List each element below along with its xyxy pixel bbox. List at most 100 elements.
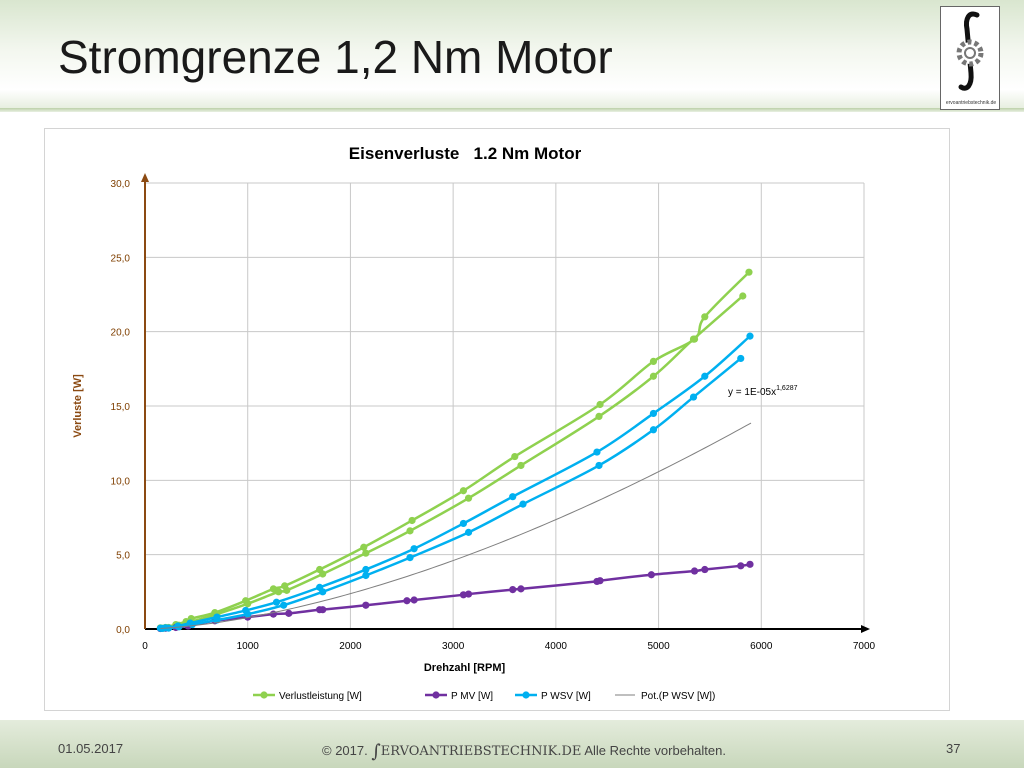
integral-gear-icon — [956, 11, 984, 91]
series-5 — [160, 422, 752, 629]
legend-marker — [522, 691, 530, 699]
data-point — [410, 545, 418, 553]
legend-item: P WSV [W] — [515, 691, 591, 702]
loss-chart: Eisenverluste 1.2 Nm Motor 0 1000 2000 3000 4… — [72, 144, 876, 702]
data-point — [362, 571, 370, 580]
series-line — [162, 357, 742, 630]
series-2 — [156, 560, 754, 633]
x-axis-label: Drehzahl [RPM] — [424, 662, 506, 674]
header-divider — [0, 108, 1024, 112]
data-point — [319, 606, 327, 614]
company-logo: ervoantriebstechnik.de — [940, 6, 1000, 110]
data-point — [649, 372, 658, 380]
data-point — [689, 393, 698, 401]
data-point — [595, 461, 603, 470]
trendline-exponent: 1,6287 — [776, 385, 798, 392]
series-line — [160, 335, 751, 630]
rights-text: Alle Rechte vorbehalten. — [584, 743, 726, 758]
slide-footer — [0, 720, 1024, 768]
legend-item: Verlustleistung [W] — [253, 691, 362, 702]
data-point — [647, 571, 655, 579]
legend-item: Pot.(P WSV [W]) — [615, 691, 715, 702]
data-point — [593, 448, 601, 456]
legend-label: Verlustleistung [W] — [279, 691, 362, 702]
slide-title: Stromgrenze 1,2 Nm Motor — [58, 31, 613, 83]
chart-frame: Eisenverluste 1.2 Nm Motor 0 1000 2000 3000 4… — [44, 128, 950, 711]
legend-marker — [432, 691, 440, 699]
x-tick-label: 7000 — [853, 641, 876, 652]
brand-name: ERVOANTRIEBSTECHNIK.DE — [380, 744, 582, 759]
data-point — [319, 570, 327, 578]
legend-label: P WSV [W] — [541, 691, 591, 702]
data-point — [459, 519, 468, 528]
x-tick-label: 0 — [142, 641, 148, 652]
legend-label: P MV [W] — [451, 691, 493, 702]
data-point — [701, 372, 709, 380]
data-point — [596, 577, 604, 585]
copyright-text: © 2017. — [322, 743, 368, 758]
legend-label: Pot.(P WSV [W]) — [641, 691, 715, 702]
y-tick-label: 5,0 — [116, 551, 130, 562]
page-number: 37 — [946, 741, 961, 756]
data-point — [362, 565, 370, 574]
footer-copyright: © 2017. ∫ERVOANTRIEBSTECHNIK.DE Alle Rec… — [322, 741, 726, 762]
data-point — [408, 516, 416, 525]
legend-item: P MV [W] — [425, 691, 493, 702]
data-point — [283, 586, 291, 594]
y-tick-label: 15,0 — [111, 402, 131, 413]
series-0 — [156, 268, 753, 632]
data-point — [285, 609, 293, 617]
slide-header — [0, 0, 1024, 112]
data-point — [745, 268, 753, 276]
data-point — [360, 543, 368, 551]
data-point — [244, 600, 252, 608]
data-point — [649, 409, 658, 418]
x-tick-label: 5000 — [647, 641, 670, 652]
integral-icon: ∫ — [371, 741, 381, 762]
y-axis-label: Verluste [W] — [72, 374, 84, 438]
legend-marker — [260, 691, 268, 699]
y-tick-label: 10,0 — [111, 476, 131, 487]
data-point — [737, 354, 745, 363]
data-point — [274, 588, 283, 596]
data-point — [519, 500, 527, 508]
data-point — [596, 400, 604, 409]
y-tick-label: 25,0 — [111, 253, 131, 264]
x-tick-label: 6000 — [750, 641, 773, 652]
data-point — [737, 562, 745, 570]
data-point — [406, 527, 414, 535]
data-point — [649, 357, 658, 365]
data-point — [689, 335, 698, 343]
x-tick-label: 2000 — [339, 641, 362, 652]
data-point — [517, 461, 525, 470]
data-point — [701, 565, 709, 574]
data-point — [188, 620, 196, 629]
y-axis-arrow — [141, 173, 149, 182]
data-point — [511, 452, 519, 461]
data-point — [690, 567, 699, 575]
x-tick-label: 1000 — [237, 641, 260, 652]
data-point — [595, 412, 603, 421]
data-point — [362, 549, 370, 557]
data-point — [701, 313, 709, 321]
trendline-equation: y = 1E-05x1,6287 — [728, 385, 798, 398]
data-point — [410, 596, 418, 604]
data-point — [459, 487, 468, 495]
data-point — [464, 590, 473, 598]
data-point — [362, 601, 370, 609]
data-point — [464, 528, 473, 536]
series-3 — [156, 332, 754, 632]
data-point — [509, 493, 517, 501]
data-point — [406, 554, 414, 562]
data-point — [739, 292, 747, 300]
trendline — [160, 422, 752, 629]
data-point — [319, 588, 327, 596]
data-point — [517, 585, 525, 593]
x-tick-label: 4000 — [545, 641, 568, 652]
y-tick-label: 20,0 — [111, 328, 131, 339]
data-point — [403, 597, 411, 605]
chart-title: Eisenverluste 1.2 Nm Motor — [349, 144, 582, 163]
data-point — [746, 332, 754, 340]
data-point — [464, 494, 473, 502]
data-point — [272, 598, 281, 606]
